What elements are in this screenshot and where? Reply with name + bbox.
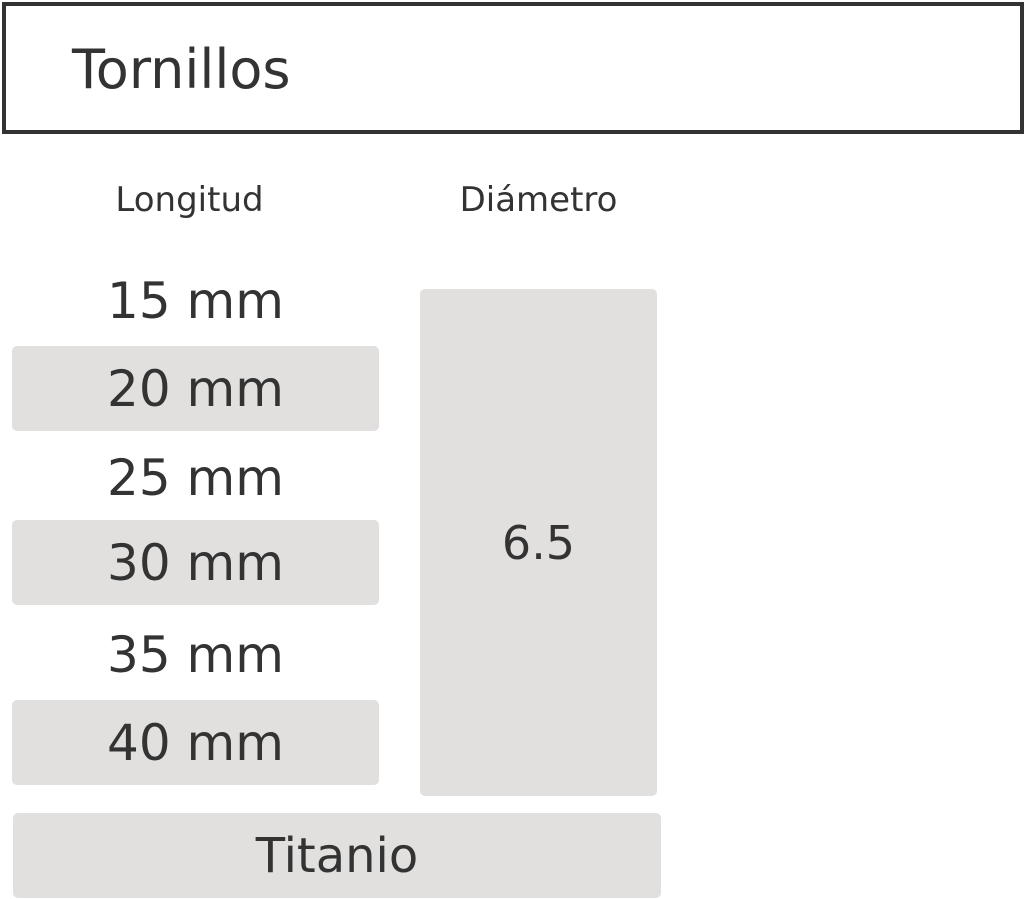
diameter-value-box[interactable]: 6.5 — [420, 289, 657, 796]
length-option-25[interactable]: 25 mm — [107, 448, 284, 507]
length-option-35[interactable]: 35 mm — [107, 625, 284, 684]
length-column-label: Longitud — [115, 180, 264, 220]
length-option-20[interactable]: 20 mm — [12, 346, 379, 431]
header-bar: Tornillos — [2, 2, 1024, 134]
diameter-column-label: Diámetro — [459, 180, 618, 220]
diameter-value: 6.5 — [501, 515, 576, 570]
length-option-30[interactable]: 30 mm — [12, 520, 379, 605]
length-option-15[interactable]: 15 mm — [107, 271, 284, 330]
page-title: Tornillos — [72, 38, 291, 101]
material-label: Titanio — [255, 827, 419, 884]
material-button[interactable]: Titanio — [13, 813, 661, 898]
length-option-40[interactable]: 40 mm — [12, 700, 379, 785]
